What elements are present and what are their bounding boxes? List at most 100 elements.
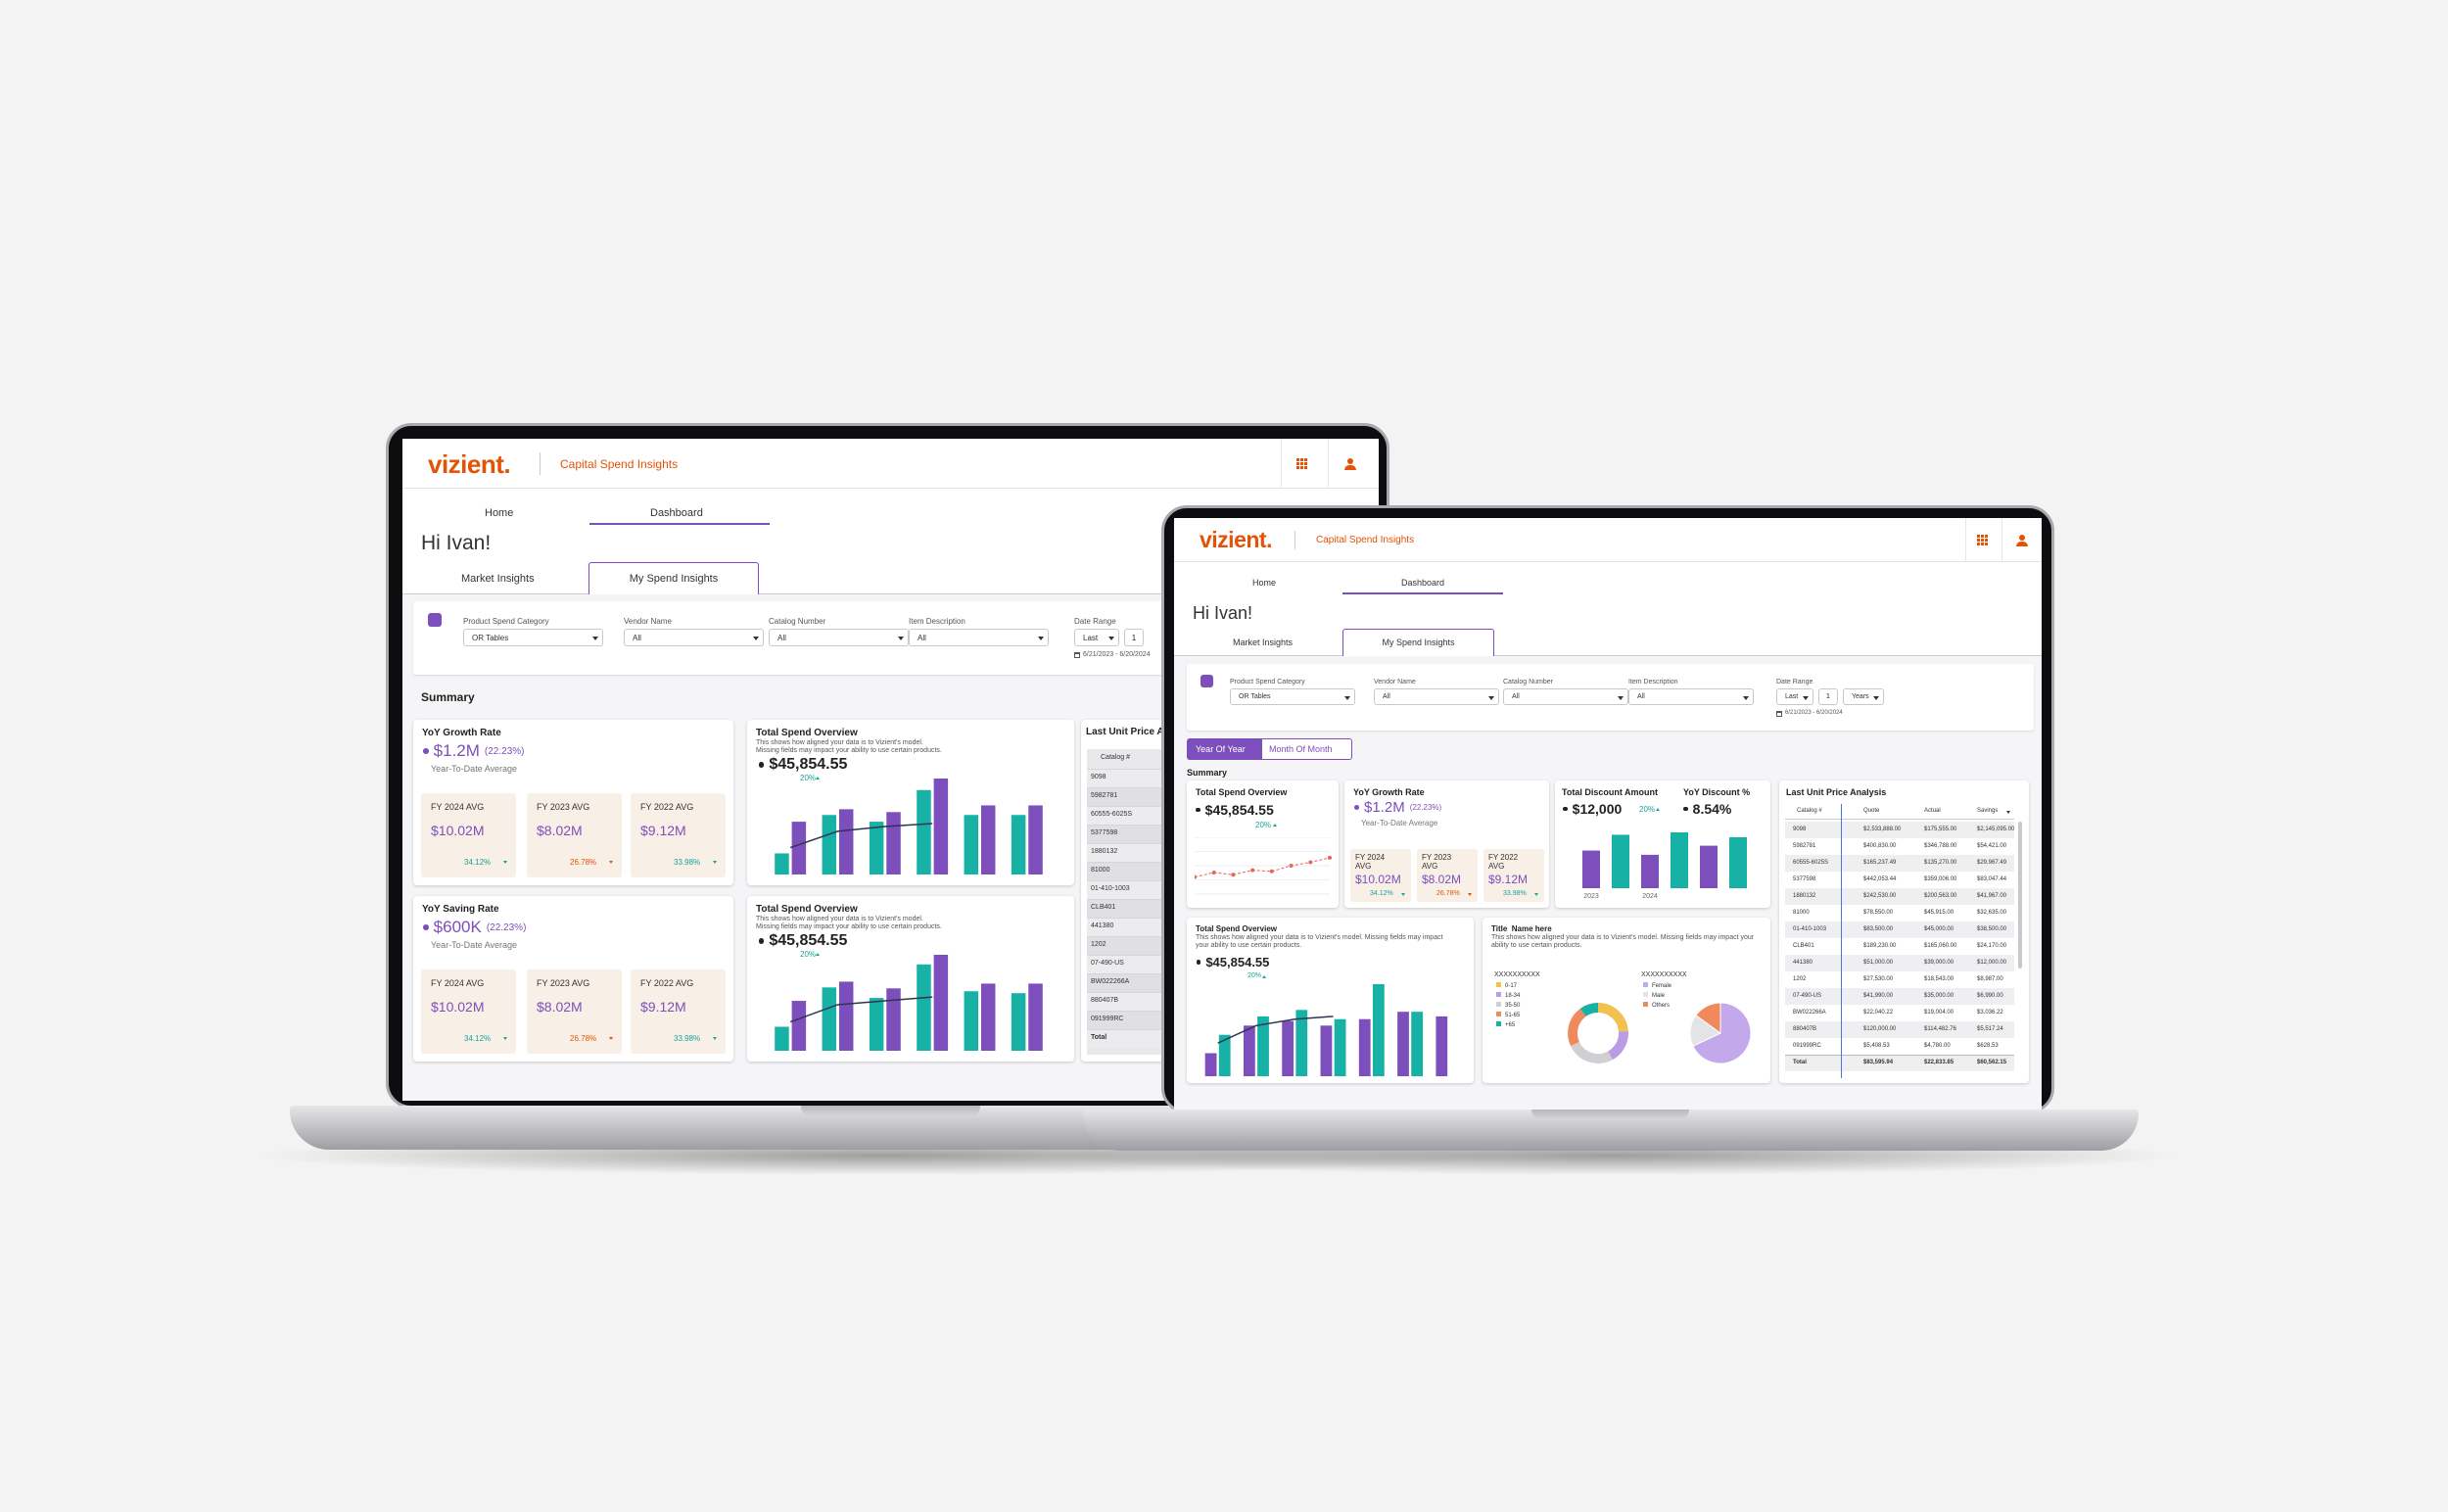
- bar: [1641, 854, 1659, 888]
- dropdown-value: All: [918, 634, 926, 642]
- point: [1231, 873, 1236, 877]
- apps-button[interactable]: [1296, 457, 1308, 470]
- filter-label: Item Description: [1628, 679, 1678, 685]
- bar: [791, 1001, 807, 1051]
- dropdown[interactable]: OR Tables: [1230, 688, 1355, 705]
- caret-icon: [503, 861, 507, 864]
- legend-label: Female: [1652, 983, 1672, 989]
- nav-link[interactable]: Home: [1252, 578, 1277, 588]
- legend-title: XXXXXXXXXX: [1641, 971, 1687, 978]
- nav-link[interactable]: Dashboard: [1401, 578, 1445, 588]
- table-cell: $24,170.00: [1977, 943, 2007, 949]
- legend-label: 51-65: [1505, 1013, 1521, 1018]
- caret-icon: [1273, 824, 1277, 827]
- dropdown[interactable]: Last: [1776, 688, 1813, 705]
- dropdown[interactable]: All: [624, 629, 764, 646]
- bullet: [1563, 806, 1568, 812]
- tab[interactable]: Market Insights: [1233, 638, 1294, 647]
- dropdown[interactable]: All: [769, 629, 909, 646]
- column-divider: [1841, 804, 1842, 1078]
- apps-button[interactable]: [1977, 534, 1989, 546]
- table-row: [1785, 838, 2014, 855]
- table-cell: $22,040.22: [1863, 1010, 1894, 1016]
- year-value: $10.02M: [431, 823, 485, 838]
- header-separator: [1328, 439, 1329, 489]
- caret-icon: [1262, 975, 1266, 978]
- pie-slice: [1692, 1002, 1752, 1064]
- table-cell: 9098: [1793, 827, 1807, 832]
- user-icon-head: [2019, 534, 2025, 541]
- filter-icon[interactable]: [428, 613, 442, 627]
- dropdown[interactable]: All: [1374, 688, 1499, 705]
- year-value: $8.02M: [537, 823, 583, 838]
- legend-swatch: [1496, 992, 1501, 997]
- nav-link[interactable]: Dashboard: [650, 507, 703, 519]
- dropdown[interactable]: Years: [1843, 688, 1884, 705]
- table-cell: 9098: [1091, 774, 1106, 780]
- table-cell: $4,780.00: [1924, 1043, 1951, 1049]
- table-row: [1785, 921, 2014, 938]
- year-label: FY 2024 AVG: [1355, 853, 1386, 871]
- table-cell: $78,550.00: [1863, 910, 1894, 916]
- dropdown-value: All: [1512, 693, 1520, 700]
- table-header: Quote: [1863, 808, 1880, 814]
- count-input[interactable]: 1: [1818, 688, 1838, 705]
- dropdown-value: All: [633, 634, 641, 642]
- bar: [980, 983, 996, 1051]
- kpi-title: YoY Growth Rate: [1353, 787, 1425, 797]
- user-icon-body: [1344, 464, 1356, 470]
- user-button[interactable]: [2016, 534, 2028, 546]
- table-cell: $628.53: [1977, 1043, 1999, 1049]
- table-cell: 441380: [1091, 922, 1114, 929]
- bar: [1729, 836, 1747, 888]
- bar: [822, 815, 837, 874]
- bar: [1582, 850, 1600, 888]
- section-title: Summary: [1187, 768, 1228, 778]
- bar: [1411, 1012, 1424, 1076]
- dropdown[interactable]: All: [909, 629, 1049, 646]
- toggle-button[interactable]: [1261, 738, 1352, 760]
- table-cell: $22,833.85: [1924, 1060, 1954, 1065]
- legend-swatch: [1496, 982, 1501, 987]
- table-title: Last Unit Price Analysis: [1786, 787, 1887, 797]
- caret-icon: [753, 637, 759, 640]
- year-label: FY 2022 AVG: [1488, 853, 1519, 871]
- dropdown[interactable]: Last: [1074, 629, 1119, 646]
- dropdown-value: Last: [1785, 693, 1799, 700]
- bar: [1436, 1016, 1448, 1076]
- dropdown[interactable]: All: [1503, 688, 1628, 705]
- table-cell: 5982781: [1793, 843, 1816, 849]
- tab[interactable]: Market Insights: [461, 573, 535, 585]
- nav-link[interactable]: Home: [485, 507, 514, 519]
- table-cell: Total: [1793, 1060, 1807, 1065]
- count-input[interactable]: 1: [1124, 629, 1144, 646]
- year-box: FY 2024 AVG $10.02M 34.12%: [1350, 849, 1411, 902]
- year-change: 33.98%: [674, 858, 701, 867]
- filter-icon[interactable]: [1200, 675, 1213, 687]
- caret-icon: [1401, 893, 1405, 896]
- caret-icon: [2006, 811, 2010, 814]
- trend-line: [1195, 857, 1331, 878]
- year-label: FY 2022 AVG: [640, 978, 694, 988]
- value-row: 8.54%: [1683, 801, 1731, 817]
- card: Total Spend Overview $45,854.55 20%: [1187, 780, 1339, 908]
- card: Total Spend Overview This shows how align…: [747, 720, 1074, 885]
- kpi-value: $1.2M: [433, 741, 480, 760]
- table-cell: 07-490-US: [1091, 960, 1124, 967]
- table-cell: $242,530.00: [1863, 893, 1897, 899]
- caret-icon: [713, 1037, 717, 1040]
- year-box: FY 2024 AVG $10.02M 34.12%: [421, 969, 516, 1054]
- chart: [775, 955, 1043, 1051]
- toggle-button-active[interactable]: [1187, 738, 1261, 760]
- tab-active[interactable]: My Spend Insights: [1342, 629, 1494, 656]
- value-row: $45,854.55: [1197, 955, 1269, 969]
- user-button[interactable]: [1344, 457, 1356, 470]
- tab-active[interactable]: My Spend Insights: [588, 562, 759, 594]
- table-cell: $114,482.76: [1924, 1026, 1956, 1032]
- kpi-value: $12,000: [1572, 801, 1623, 817]
- dropdown[interactable]: All: [1628, 688, 1754, 705]
- chart-title: Title Name here: [1491, 924, 1552, 933]
- year-change: 26.78%: [570, 858, 597, 867]
- table-cell: 091999RC: [1793, 1043, 1821, 1049]
- dropdown[interactable]: OR Tables: [463, 629, 603, 646]
